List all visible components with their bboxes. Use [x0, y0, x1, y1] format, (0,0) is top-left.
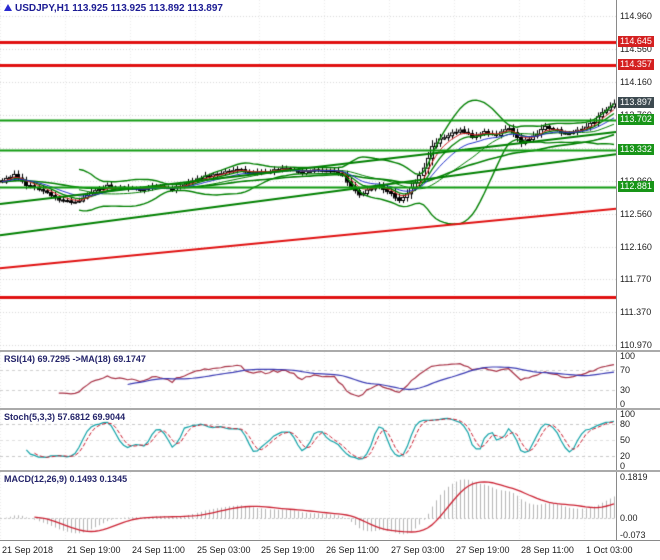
rsi-tick-label: 70 — [620, 365, 631, 375]
panel-separator[interactable] — [0, 350, 660, 352]
time-tick-label: 27 Sep 03:00 — [391, 545, 445, 555]
time-tick-label: 26 Sep 11:00 — [326, 545, 379, 555]
price-level-badge: 113.897 — [618, 97, 654, 108]
stochastic-canvas[interactable] — [0, 410, 616, 470]
price-plot-area: USDJPY,H1 113.925 113.925 113.892 113.89… — [0, 0, 616, 350]
rsi-canvas[interactable] — [0, 352, 616, 408]
rsi-tick-label: 30 — [620, 385, 631, 395]
chart-title: USDJPY,H1 113.925 113.925 113.892 113.89… — [4, 3, 223, 14]
macd-tick-label: -0.073 — [620, 530, 646, 540]
stochastic-panel: Stoch(5,3,3) 57.6812 69.9044 100 80 50 20 0 — [0, 409, 660, 471]
panel-separator[interactable] — [0, 470, 660, 472]
time-tick-label: 24 Sep 11:00 — [132, 545, 185, 555]
price-level-badge: 112.881 — [618, 181, 654, 192]
price-tick-label: 110.970 — [620, 340, 652, 350]
price-tick-label: 114.560 — [620, 44, 652, 54]
time-tick-label: 25 Sep 19:00 — [261, 545, 315, 555]
rsi-tick-label: 100 — [620, 351, 636, 361]
price-tick-label: 114.160 — [620, 77, 652, 87]
price-tick-label: 112.560 — [620, 209, 652, 219]
price-tick-label: 112.160 — [620, 242, 652, 252]
stochastic-axis[interactable]: 100 80 50 20 0 — [616, 409, 660, 471]
price-axis[interactable]: 114.960114.560114.160113.760113.360112.9… — [616, 0, 660, 350]
time-tick-label: 27 Sep 19:00 — [456, 545, 510, 555]
time-tick-label: 21 Sep 2018 — [2, 545, 54, 555]
price-level-badge: 113.702 — [618, 114, 654, 125]
macd-tick-label: 0.1819 — [620, 472, 648, 482]
stochastic-tick-label: 100 — [620, 409, 636, 419]
time-tick-label: 25 Sep 03:00 — [197, 545, 251, 555]
time-axis[interactable]: 21 Sep 2018 21 Sep 19:00 24 Sep 11:00 25 Se… — [0, 540, 660, 560]
main-chart-panel: USDJPY,H1 113.925 113.925 113.892 113.89… — [0, 0, 660, 350]
price-level-badge: 114.645 — [618, 36, 654, 47]
stochastic-tick-label: 20 — [620, 451, 631, 461]
rsi-label: RSI(14) 69.7295 ->MA(18) 69.1747 — [4, 354, 146, 364]
symbol-marker-icon — [4, 4, 12, 11]
stochastic-tick-label: 50 — [620, 435, 631, 445]
price-level-badge: 114.357 — [618, 59, 654, 70]
macd-canvas[interactable] — [0, 472, 616, 540]
macd-panel: MACD(12,26,9) 0.1493 0.1345 0.1819 0.00 -0… — [0, 472, 660, 540]
price-chart-canvas[interactable] — [0, 0, 616, 350]
stochastic-tick-label: 80 — [620, 419, 631, 429]
time-tick-label: 28 Sep 11:00 — [521, 545, 574, 555]
macd-tick-label: 0.00 — [620, 513, 638, 523]
chart-title-ohlc: 113.925 113.925 113.892 113.897 — [72, 3, 223, 14]
price-level-badge: 113.332 — [618, 144, 654, 155]
macd-axis[interactable]: 0.1819 0.00 -0.073 — [616, 472, 660, 540]
chart-title-symbol: USDJPY,H1 — [15, 3, 70, 14]
time-tick-label: 21 Sep 19:00 — [67, 545, 121, 555]
price-tick-label: 111.370 — [620, 307, 652, 317]
stochastic-label: Stoch(5,3,3) 57.6812 69.9044 — [4, 412, 126, 422]
rsi-axis[interactable]: 100 70 30 0 — [616, 351, 660, 409]
rsi-tick-label: 0 — [620, 399, 626, 409]
rsi-panel: RSI(14) 69.7295 ->MA(18) 69.1747 100 70 30… — [0, 351, 660, 409]
price-tick-label: 111.770 — [620, 274, 652, 284]
panel-separator[interactable] — [0, 408, 660, 410]
macd-label: MACD(12,26,9) 0.1493 0.1345 — [4, 474, 128, 484]
time-tick-label: 1 Oct 03:00 — [586, 545, 633, 555]
price-tick-label: 114.960 — [620, 11, 652, 21]
stochastic-tick-label: 0 — [620, 461, 626, 471]
